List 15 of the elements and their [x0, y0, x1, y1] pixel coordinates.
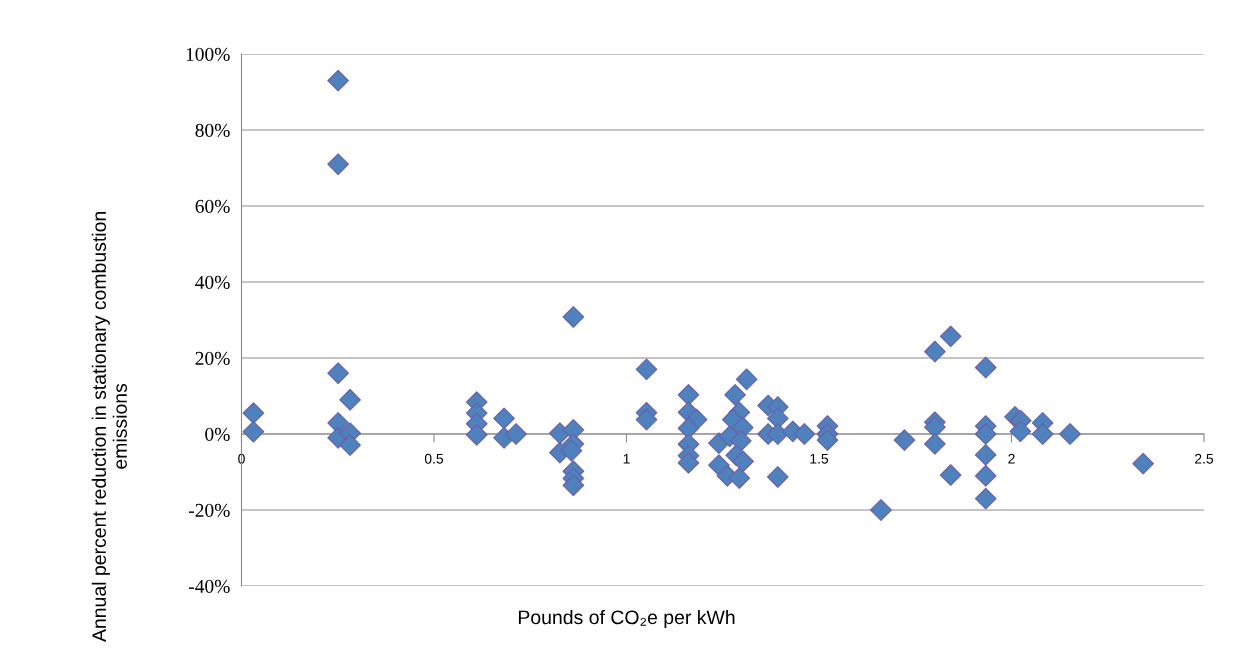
y-tick-label: -20%	[189, 503, 230, 517]
y-tick-label: 80%	[195, 123, 230, 137]
y-tick-label: 40%	[195, 275, 230, 289]
x-tick-label: 0.5	[424, 453, 444, 464]
x-tick-label: 1	[623, 453, 630, 464]
y-tick-label: 60%	[195, 199, 230, 213]
y-tick-label: 20%	[195, 351, 230, 365]
x-tick-label: 2.5	[1195, 453, 1214, 464]
y-tick-label: 0%	[205, 427, 230, 441]
y-axis-title: Annual percent reduction in stationary combustion emissions	[91, 212, 127, 642]
y-tick-label: -40%	[189, 579, 230, 593]
y-tick-label: 100%	[186, 47, 230, 61]
x-tick-label: 2	[1008, 453, 1015, 464]
x-axis-title: Pounds of CO₂e per kWh	[518, 609, 735, 629]
x-tick-label: 1.5	[810, 453, 829, 464]
